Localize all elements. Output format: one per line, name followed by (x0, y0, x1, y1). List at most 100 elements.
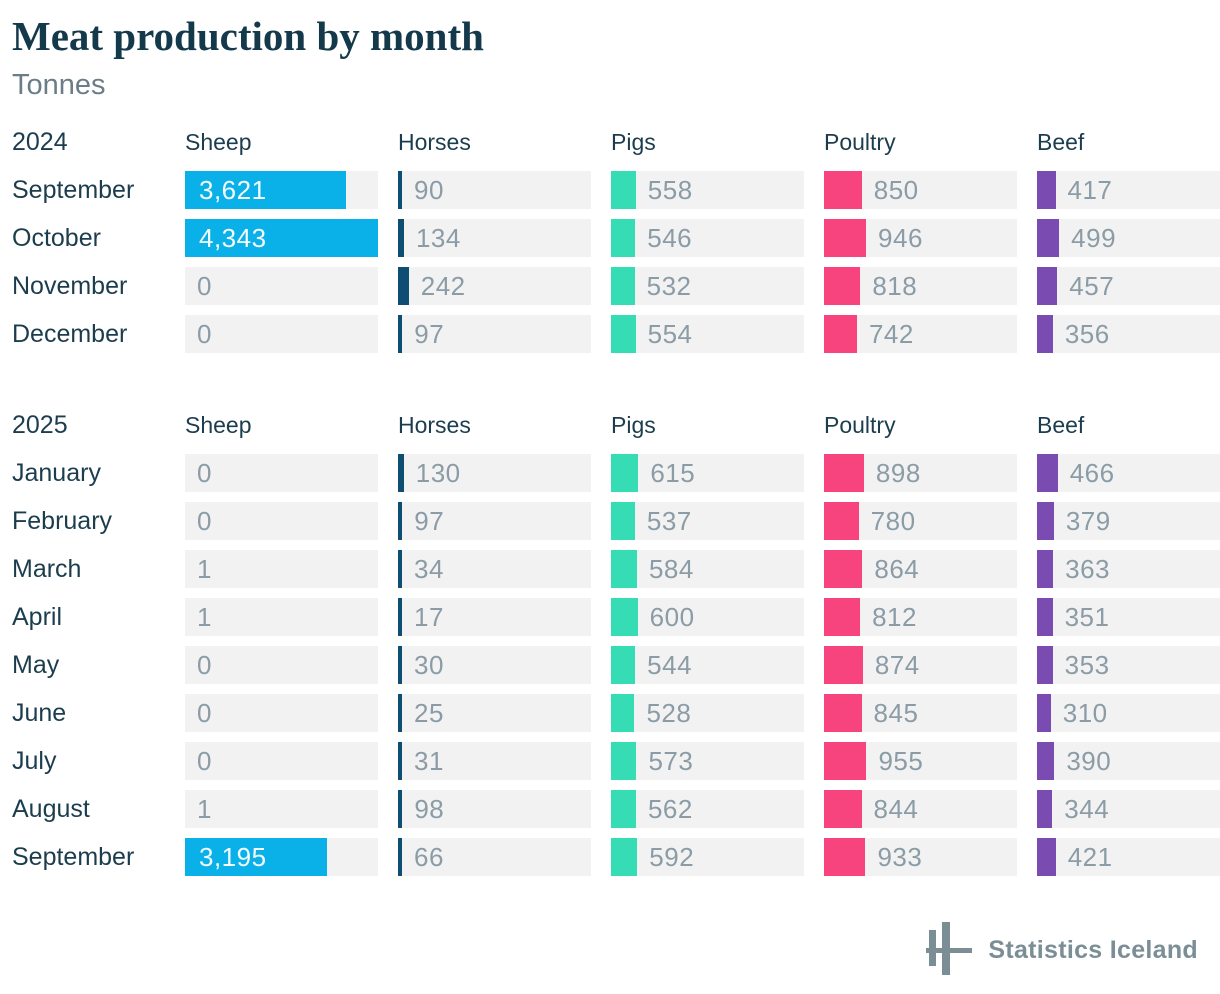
bar-beef (1037, 838, 1056, 877)
value-label: 874 (874, 649, 920, 680)
bar-beef (1037, 598, 1053, 637)
bar-track-horses: 90 (398, 171, 591, 210)
bar-poultry (824, 219, 867, 258)
bar-beef (1037, 790, 1053, 829)
value-label: 0 (197, 318, 212, 349)
month-row: April 1 17 600 812 351 (12, 598, 1220, 637)
bar-poultry (824, 742, 867, 781)
value-label: 98 (414, 793, 445, 824)
month-label: April (12, 602, 63, 631)
value-label: 31 (414, 745, 444, 776)
value-label: 562 (647, 793, 693, 824)
bar-poultry (824, 790, 862, 829)
page-title: Meat production by month (12, 13, 484, 59)
value-label: 66 (414, 841, 444, 872)
bar-track-horses: 30 (398, 646, 591, 685)
chart-sections: 2024 Sheep Horses Pigs Poultry Beef September 3… (12, 128, 1220, 877)
bar-track-pigs: 532 (611, 267, 804, 306)
bar-track-beef: 466 (1037, 454, 1220, 493)
bar-track-sheep: 0 (185, 694, 378, 733)
value-label: 130 (415, 457, 461, 488)
value-label: 584 (648, 553, 694, 584)
bar-track-beef: 344 (1037, 790, 1220, 829)
column-header-beef: Beef (1037, 129, 1085, 156)
bar-track-poultry: 818 (824, 267, 1017, 306)
bar-poultry (824, 454, 864, 493)
footer: Statistics Iceland (926, 922, 1198, 978)
bar-beef (1037, 219, 1060, 258)
column-header-pigs: Pigs (611, 129, 656, 156)
month-label: December (12, 319, 128, 348)
bar-poultry (824, 646, 863, 685)
bar-pigs (611, 502, 635, 541)
value-label: 600 (649, 601, 695, 632)
value-label: 417 (1067, 174, 1113, 205)
bar-horses (398, 502, 403, 541)
bar-track-sheep: 1 (185, 790, 378, 829)
value-label: 1 (197, 553, 212, 584)
bar-poultry (824, 171, 862, 210)
value-label: 90 (414, 174, 444, 205)
bar-pigs (611, 598, 638, 637)
bar-track-horses: 17 (398, 598, 591, 637)
value-label: 344 (1064, 793, 1110, 824)
value-label: 615 (650, 457, 696, 488)
bar-track-poultry: 864 (824, 550, 1017, 589)
value-label: 554 (647, 318, 693, 349)
bar-track-poultry: 946 (824, 219, 1017, 258)
column-header-beef: Beef (1037, 412, 1085, 439)
bar-beef (1037, 550, 1054, 589)
column-header-poultry: Poultry (824, 412, 896, 439)
bar-track-beef: 379 (1037, 502, 1220, 541)
bar-pigs (611, 454, 639, 493)
value-label: 844 (873, 793, 919, 824)
brand-name: Statistics Iceland (988, 935, 1198, 964)
bar-pigs (611, 694, 635, 733)
bar-horses (398, 315, 403, 354)
month-label: February (12, 506, 113, 535)
value-label: 17 (414, 601, 444, 632)
bar-poultry (824, 502, 859, 541)
month-row: September 3,621 90 558 850 417 (12, 171, 1220, 210)
value-label: 3,621 (199, 174, 267, 205)
bar-track-pigs: 554 (611, 315, 804, 354)
bar-track-sheep: 0 (185, 315, 378, 354)
bar-poultry (824, 838, 866, 877)
month-label: July (12, 746, 57, 775)
value-label: 134 (415, 222, 461, 253)
value-label: 546 (647, 222, 693, 253)
value-label: 356 (1064, 318, 1110, 349)
bar-track-sheep: 0 (185, 454, 378, 493)
value-label: 537 (646, 505, 692, 536)
bar-horses (398, 742, 402, 781)
bar-track-sheep: 3,621 (185, 171, 378, 210)
bar-beef (1037, 742, 1055, 781)
value-label: 30 (414, 649, 444, 680)
bar-track-pigs: 558 (611, 171, 804, 210)
bar-horses (398, 550, 402, 589)
bar-pigs (611, 315, 636, 354)
value-label: 0 (197, 745, 212, 776)
year-section-2024: 2024 Sheep Horses Pigs Poultry Beef September 3… (12, 128, 1220, 354)
value-label: 544 (647, 649, 693, 680)
bar-horses (398, 790, 403, 829)
value-label: 528 (646, 697, 692, 728)
bar-track-poultry: 742 (824, 315, 1017, 354)
bar-track-horses: 98 (398, 790, 591, 829)
bar-track-sheep: 1 (185, 550, 378, 589)
bar-horses (398, 694, 402, 733)
month-row: November 0 242 532 818 457 (12, 267, 1220, 306)
bar-beef (1037, 694, 1051, 733)
bar-track-pigs: 592 (611, 838, 804, 877)
value-label: 363 (1065, 553, 1111, 584)
column-header-horses: Horses (398, 129, 471, 156)
month-row: March 1 34 584 864 363 (12, 550, 1220, 589)
value-label: 34 (414, 553, 444, 584)
bar-sheep (185, 171, 346, 210)
bar-track-beef: 353 (1037, 646, 1220, 685)
bar-horses (398, 454, 404, 493)
bar-track-horses: 97 (398, 315, 591, 354)
column-header-sheep: Sheep (185, 412, 252, 439)
month-row: August 1 98 562 844 344 (12, 790, 1220, 829)
bar-beef (1037, 267, 1058, 306)
